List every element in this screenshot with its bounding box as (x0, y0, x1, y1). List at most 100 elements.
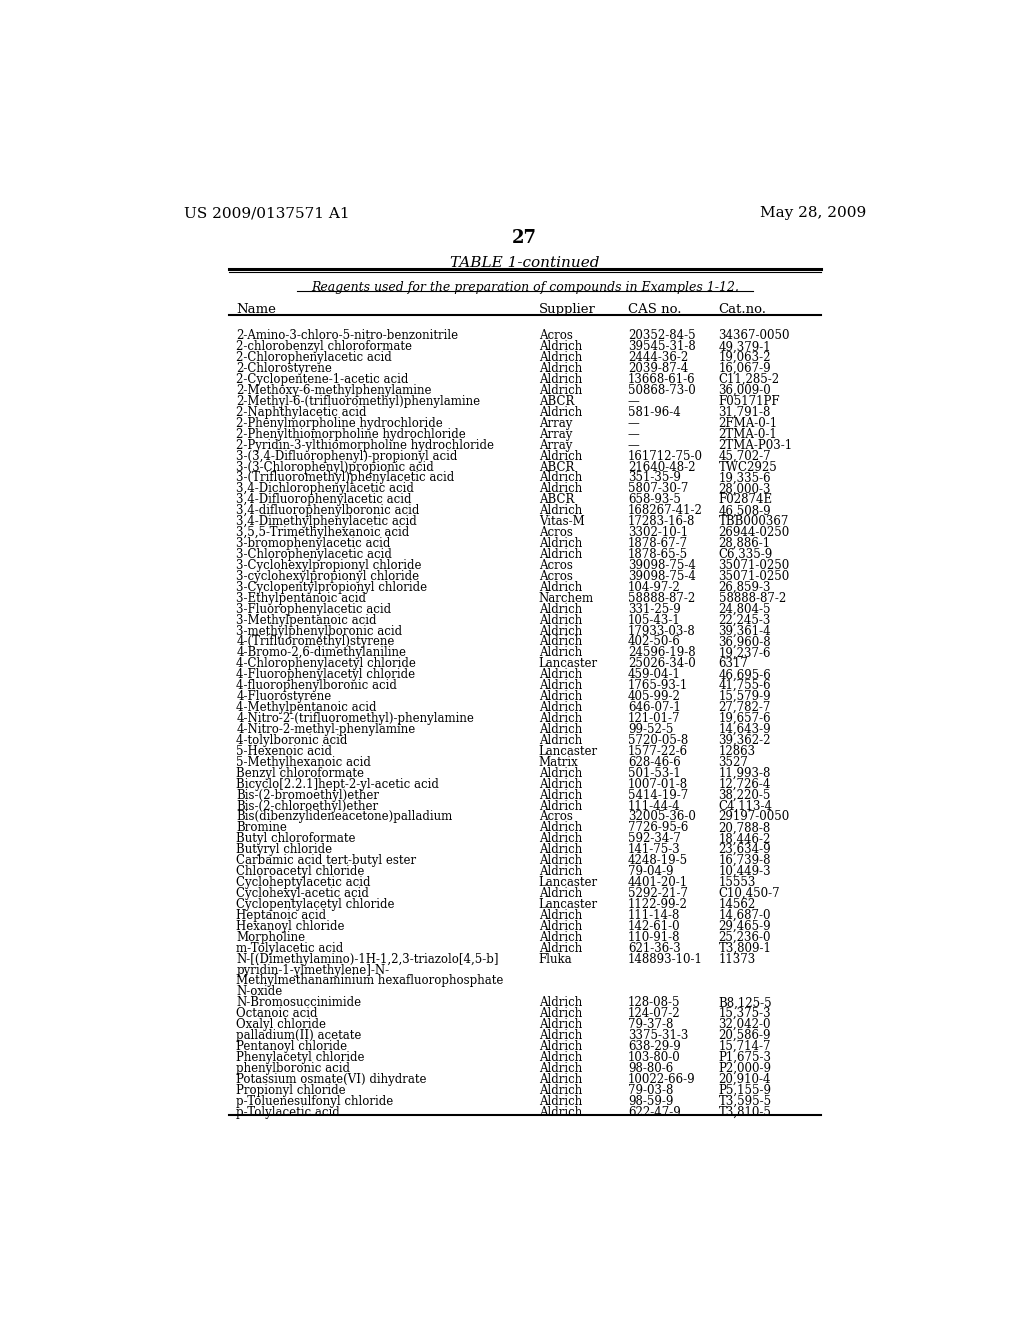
Text: F05171PF: F05171PF (719, 395, 780, 408)
Text: 110-91-8: 110-91-8 (628, 931, 680, 944)
Text: Aldrich: Aldrich (539, 854, 582, 867)
Text: Aldrich: Aldrich (539, 668, 582, 681)
Text: 121-01-7: 121-01-7 (628, 711, 680, 725)
Text: 19,657-6: 19,657-6 (719, 711, 771, 725)
Text: 4-(Trifluoromethyl)styrene: 4-(Trifluoromethyl)styrene (237, 635, 395, 648)
Text: ABCR: ABCR (539, 395, 574, 408)
Text: Aldrich: Aldrich (539, 865, 582, 878)
Text: TWC2925: TWC2925 (719, 461, 777, 474)
Text: 2-Amino-3-chloro-5-nitro-benzonitrile: 2-Amino-3-chloro-5-nitro-benzonitrile (237, 330, 459, 342)
Text: —: — (628, 417, 640, 430)
Text: 581-96-4: 581-96-4 (628, 405, 681, 418)
Text: 20,910-4: 20,910-4 (719, 1073, 771, 1086)
Text: Chloroacetyl chloride: Chloroacetyl chloride (237, 865, 365, 878)
Text: 32005-36-0: 32005-36-0 (628, 810, 695, 824)
Text: Narchem: Narchem (539, 591, 594, 605)
Text: 58888-87-2: 58888-87-2 (719, 591, 785, 605)
Text: —: — (628, 395, 640, 408)
Text: Aldrich: Aldrich (539, 941, 582, 954)
Text: P5,155-9: P5,155-9 (719, 1084, 771, 1097)
Text: Heptanoic acid: Heptanoic acid (237, 909, 327, 921)
Text: 2-Methoxy-6-methylphenylamine: 2-Methoxy-6-methylphenylamine (237, 384, 432, 397)
Text: 105-43-1: 105-43-1 (628, 614, 681, 627)
Text: 1878-65-5: 1878-65-5 (628, 548, 688, 561)
Text: 2-Cyclopentene-1-acetic acid: 2-Cyclopentene-1-acetic acid (237, 374, 409, 385)
Text: Aldrich: Aldrich (539, 1040, 582, 1053)
Text: Aldrich: Aldrich (539, 997, 582, 1010)
Text: Aldrich: Aldrich (539, 384, 582, 397)
Text: 24596-19-8: 24596-19-8 (628, 647, 695, 660)
Text: Aldrich: Aldrich (539, 614, 582, 627)
Text: 331-25-9: 331-25-9 (628, 603, 681, 615)
Text: —: — (628, 438, 640, 451)
Text: 16,067-9: 16,067-9 (719, 362, 771, 375)
Text: 39,361-4: 39,361-4 (719, 624, 771, 638)
Text: 5292-21-7: 5292-21-7 (628, 887, 688, 900)
Text: 2-Chlorostyrene: 2-Chlorostyrene (237, 362, 333, 375)
Text: 4-Fluorostyrene: 4-Fluorostyrene (237, 690, 332, 704)
Text: Lancaster: Lancaster (539, 657, 598, 671)
Text: 21640-48-2: 21640-48-2 (628, 461, 695, 474)
Text: 79-37-8: 79-37-8 (628, 1018, 673, 1031)
Text: 36,009-0: 36,009-0 (719, 384, 771, 397)
Text: Aldrich: Aldrich (539, 800, 582, 813)
Text: 15,714-7: 15,714-7 (719, 1040, 771, 1053)
Text: 25026-34-0: 25026-34-0 (628, 657, 695, 671)
Text: 29,465-9: 29,465-9 (719, 920, 771, 933)
Text: Aldrich: Aldrich (539, 1084, 582, 1097)
Text: 15553: 15553 (719, 876, 756, 890)
Text: B8,125-5: B8,125-5 (719, 997, 772, 1010)
Text: 4-Nitro-2-(trifluoromethyl)-phenylamine: 4-Nitro-2-(trifluoromethyl)-phenylamine (237, 711, 474, 725)
Text: 6317: 6317 (719, 657, 749, 671)
Text: Aldrich: Aldrich (539, 690, 582, 704)
Text: 3-Chlorophenylacetic acid: 3-Chlorophenylacetic acid (237, 548, 392, 561)
Text: Aldrich: Aldrich (539, 635, 582, 648)
Text: Aldrich: Aldrich (539, 548, 582, 561)
Text: 22,245-3: 22,245-3 (719, 614, 771, 627)
Text: 15,579-9: 15,579-9 (719, 690, 771, 704)
Text: Propionyl chloride: Propionyl chloride (237, 1084, 346, 1097)
Text: May 28, 2009: May 28, 2009 (760, 206, 866, 220)
Text: C11,285-2: C11,285-2 (719, 374, 779, 385)
Text: 3375-31-3: 3375-31-3 (628, 1030, 688, 1041)
Text: Cyclopentylacetyl chloride: Cyclopentylacetyl chloride (237, 898, 395, 911)
Text: 28,000-3: 28,000-3 (719, 482, 771, 495)
Text: 3,4-Dimethylphenylacetic acid: 3,4-Dimethylphenylacetic acid (237, 515, 417, 528)
Text: 11,993-8: 11,993-8 (719, 767, 771, 780)
Text: Aldrich: Aldrich (539, 624, 582, 638)
Text: 13668-61-6: 13668-61-6 (628, 374, 695, 385)
Text: 39,362-2: 39,362-2 (719, 734, 771, 747)
Text: p-Tolylacetic acid: p-Tolylacetic acid (237, 1106, 340, 1118)
Text: Aldrich: Aldrich (539, 723, 582, 737)
Text: 23,634-9: 23,634-9 (719, 843, 771, 857)
Text: 4-Fluorophenylacetyl chloride: 4-Fluorophenylacetyl chloride (237, 668, 416, 681)
Text: pyridin-1-ylmethylene]-N-: pyridin-1-ylmethylene]-N- (237, 964, 389, 977)
Text: Aldrich: Aldrich (539, 471, 582, 484)
Text: 592-34-7: 592-34-7 (628, 833, 681, 845)
Text: 3-Cyclopentylpropionyl chloride: 3-Cyclopentylpropionyl chloride (237, 581, 428, 594)
Text: Aldrich: Aldrich (539, 581, 582, 594)
Text: Array: Array (539, 417, 572, 430)
Text: 148893-10-1: 148893-10-1 (628, 953, 702, 965)
Text: 104-97-2: 104-97-2 (628, 581, 681, 594)
Text: 79-04-9: 79-04-9 (628, 865, 674, 878)
Text: 36,960-8: 36,960-8 (719, 635, 771, 648)
Text: Aldrich: Aldrich (539, 909, 582, 921)
Text: 17933-03-8: 17933-03-8 (628, 624, 695, 638)
Text: 31,791-8: 31,791-8 (719, 405, 771, 418)
Text: Aldrich: Aldrich (539, 351, 582, 364)
Text: Bis(dibenzylideneacetone)palladium: Bis(dibenzylideneacetone)palladium (237, 810, 453, 824)
Text: 7726-95-6: 7726-95-6 (628, 821, 688, 834)
Text: Cat.no.: Cat.no. (719, 304, 767, 317)
Text: 2TMA-0-1: 2TMA-0-1 (719, 428, 777, 441)
Text: Aldrich: Aldrich (539, 788, 582, 801)
Text: 2-Phenylthiomorpholine hydrochloride: 2-Phenylthiomorpholine hydrochloride (237, 428, 466, 441)
Text: US 2009/0137571 A1: US 2009/0137571 A1 (183, 206, 349, 220)
Text: C10,450-7: C10,450-7 (719, 887, 780, 900)
Text: ABCR: ABCR (539, 494, 574, 507)
Text: 3,5,5-Trimethylhexanoic acid: 3,5,5-Trimethylhexanoic acid (237, 527, 410, 539)
Text: 49,379-1: 49,379-1 (719, 341, 771, 354)
Text: N-oxide: N-oxide (237, 985, 283, 998)
Text: 111-14-8: 111-14-8 (628, 909, 680, 921)
Text: Aldrich: Aldrich (539, 1007, 582, 1020)
